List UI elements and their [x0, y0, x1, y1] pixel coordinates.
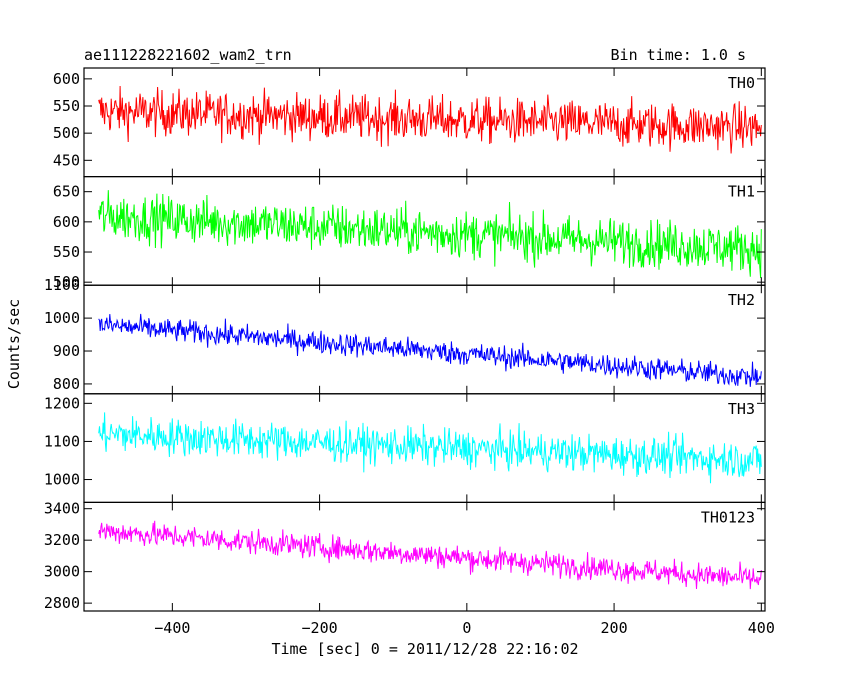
panel-label: TH0 — [728, 74, 755, 92]
series-line-th3 — [98, 412, 762, 484]
y-tick-label: 600 — [53, 70, 80, 88]
x-tick-label: 400 — [748, 619, 775, 637]
chart-title-left: ae111228221602_wam2_trn — [84, 46, 292, 64]
panel-label: TH2 — [728, 291, 755, 309]
y-tick-label: 500 — [53, 124, 80, 142]
y-tick-label: 1000 — [44, 309, 80, 327]
panel-th1: 500 550 600 650 TH1 — [53, 176, 766, 291]
panel-th0: 450 500 550 600 TH0 — [53, 67, 766, 178]
y-tick-label: 3000 — [44, 563, 80, 581]
x-tick-label: −200 — [302, 619, 338, 637]
x-tick-label: 200 — [601, 619, 628, 637]
panel-frame — [83, 393, 766, 503]
series-line-th0123 — [98, 520, 762, 590]
y-tick-label: 3400 — [44, 500, 80, 518]
panel-th0123: 2800 3000 3200 3400 TH0123 — [44, 500, 766, 612]
y-tick-label: 2800 — [44, 594, 80, 612]
series-line-th0 — [98, 85, 762, 154]
chart-panels: 450 500 550 600 TH0 500 550 600 650 TH1 800 900 1000… — [44, 67, 766, 612]
y-tick-label: 600 — [53, 213, 80, 231]
x-tick-label: 0 — [462, 619, 471, 637]
chart-title-right: Bin time: 1.0 s — [611, 46, 746, 64]
panel-frame — [83, 284, 766, 395]
x-axis-label: Time [sec] 0 = 2011/12/28 22:16:02 — [271, 640, 578, 658]
y-tick-label: 3200 — [44, 531, 80, 549]
y-tick-label: 650 — [53, 183, 80, 201]
series-line-th2 — [98, 313, 762, 387]
panel-frame — [83, 67, 766, 178]
y-tick-label: 800 — [53, 375, 80, 393]
x-tick-label: −400 — [154, 619, 190, 637]
y-tick-label: 500 — [53, 273, 80, 291]
panel-th2: 800 900 1000 1100 TH2 — [44, 276, 766, 395]
series-line-th1 — [98, 190, 762, 279]
y-tick-label: 1100 — [44, 276, 80, 294]
panel-label: TH1 — [728, 183, 755, 201]
y-tick-label: 550 — [53, 243, 80, 261]
y-tick-label: 550 — [53, 97, 80, 115]
y-tick-label: 900 — [53, 342, 80, 360]
y-tick-label: 1100 — [44, 432, 80, 450]
y-tick-label: 1200 — [44, 394, 80, 412]
panel-label: TH0123 — [701, 508, 755, 526]
panel-frame — [83, 501, 766, 612]
x-axis: −400 −200 0 200 400 — [154, 619, 775, 637]
panel-th3: 1000 1100 1200 TH3 — [44, 393, 766, 503]
panel-label: TH3 — [728, 400, 755, 418]
y-tick-label: 450 — [53, 151, 80, 169]
y-tick-label: 1000 — [44, 471, 80, 489]
y-axis-label: Counts/sec — [5, 299, 23, 389]
